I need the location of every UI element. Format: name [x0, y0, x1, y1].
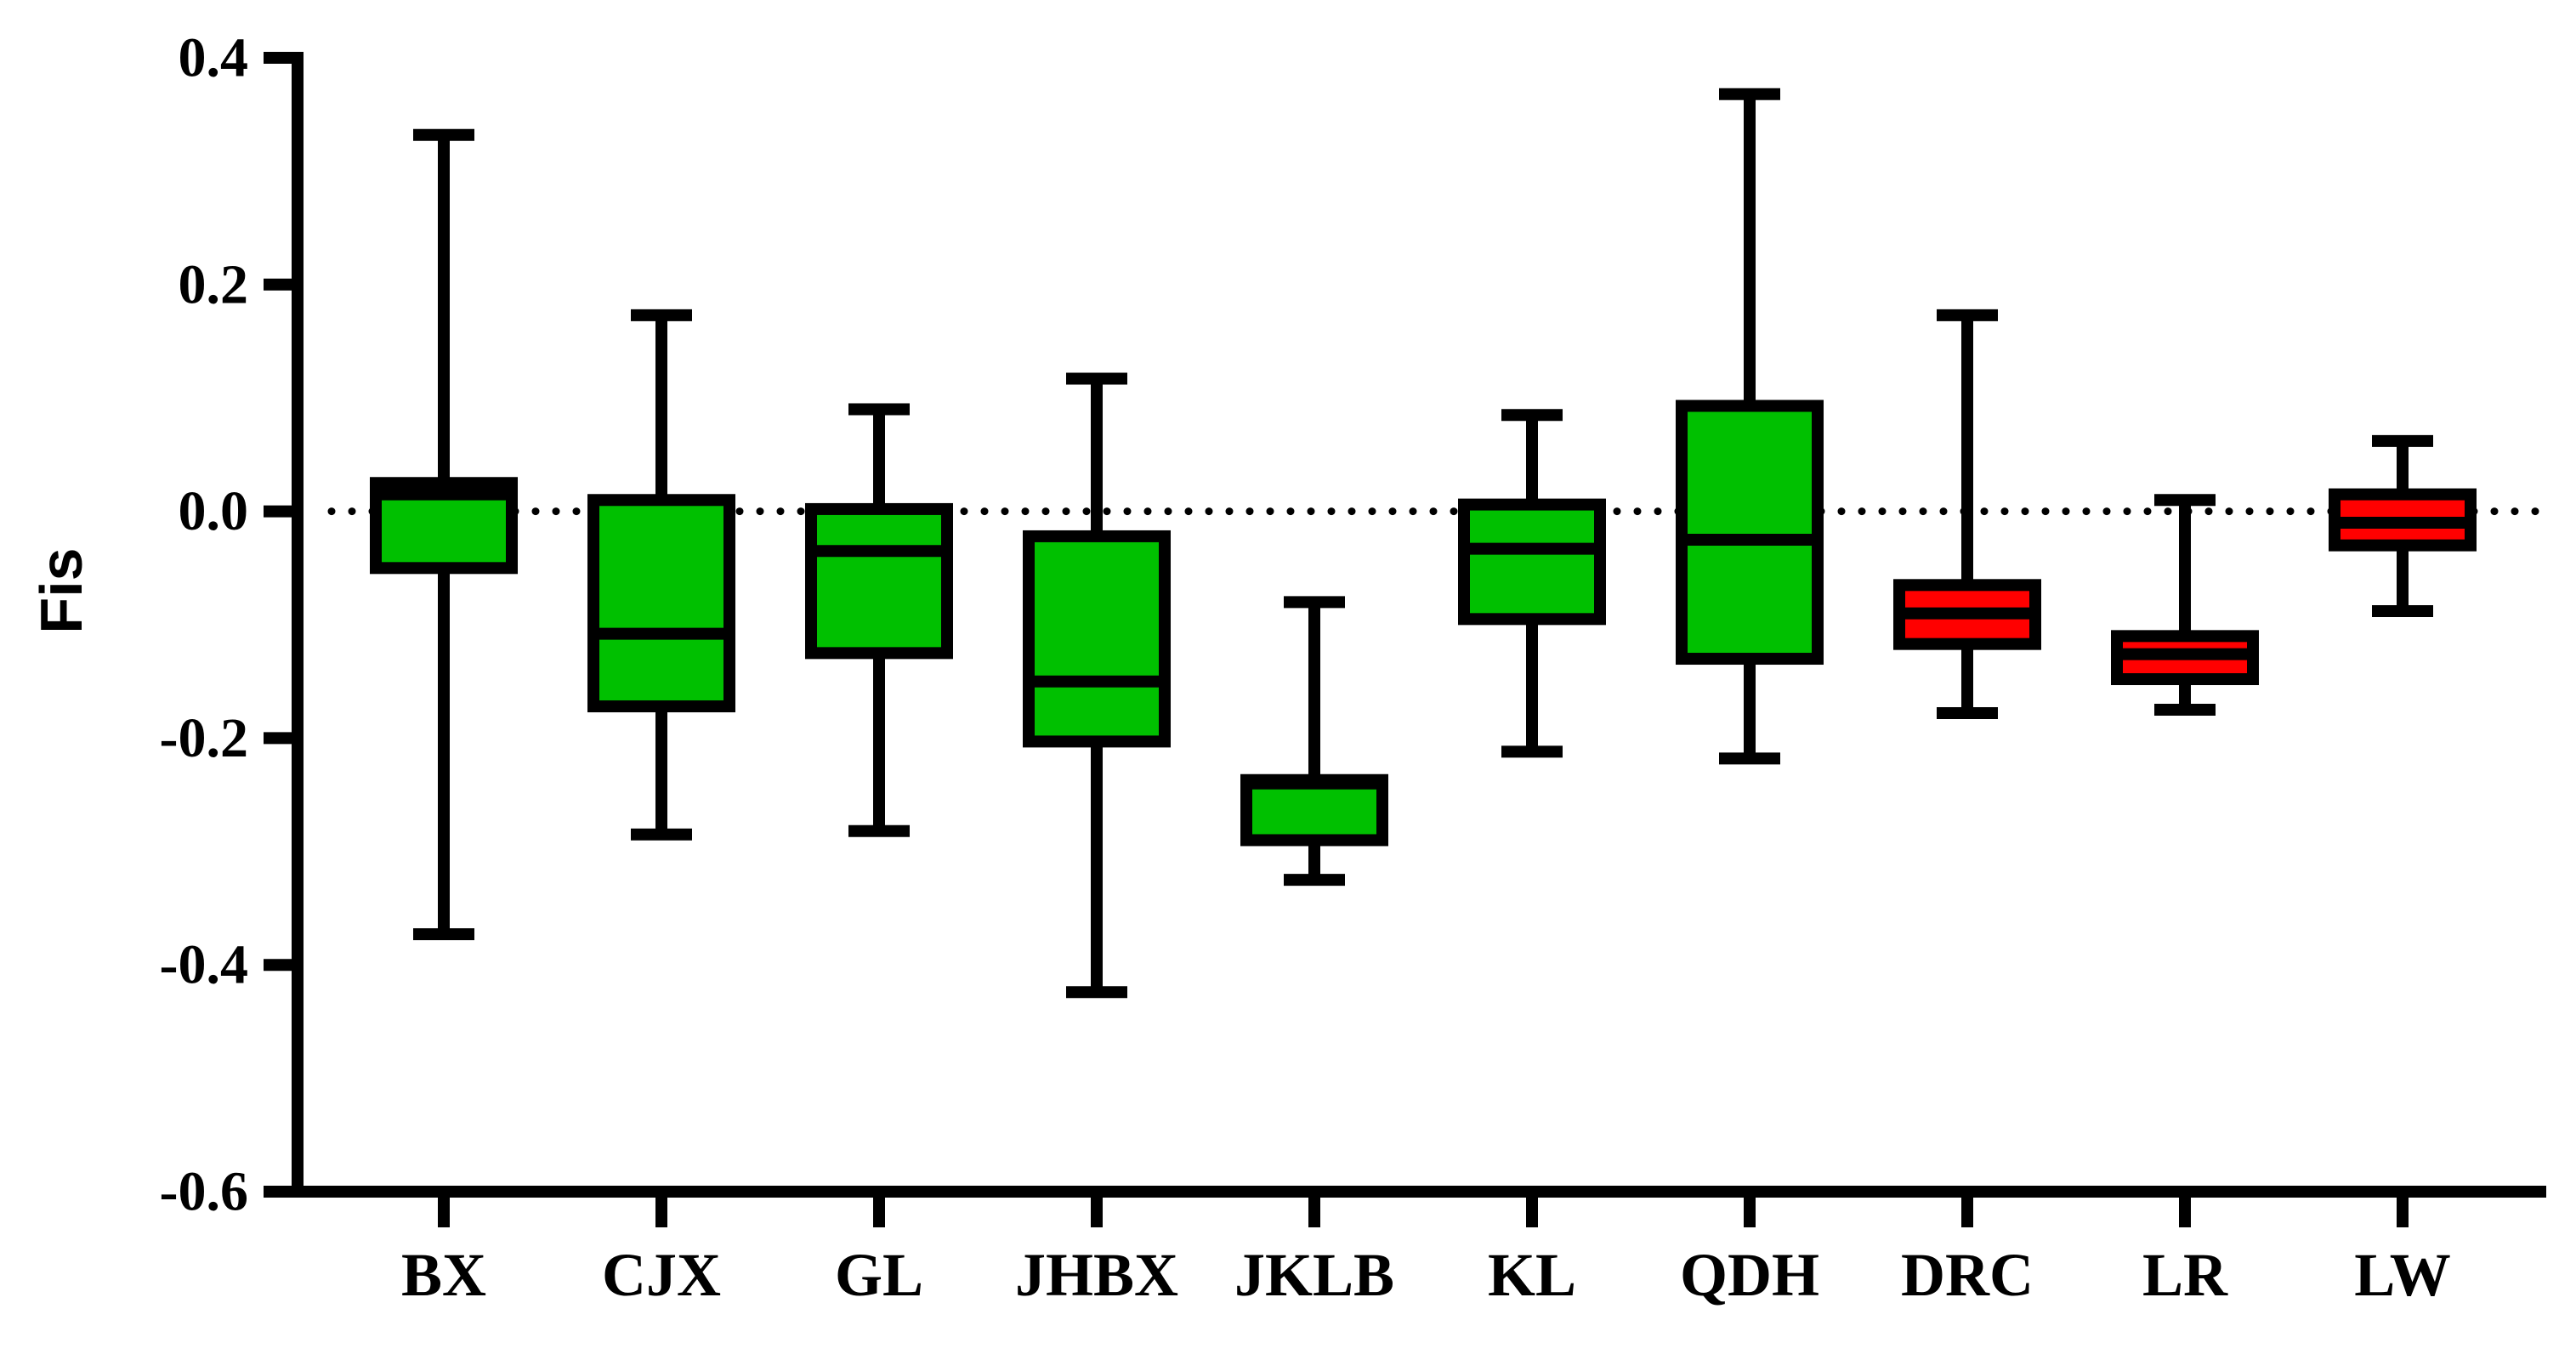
- box-GL: [805, 403, 953, 837]
- y-tick-label: -0.6: [160, 1161, 248, 1223]
- x-tick-label: CJX: [602, 1241, 721, 1309]
- box-JKLB: [1240, 596, 1388, 887]
- box-body: [1676, 399, 1824, 666]
- box-body: [805, 502, 953, 660]
- x-tick-label: JHBX: [1015, 1241, 1178, 1309]
- box-body: [587, 494, 735, 713]
- box-LR: [2111, 494, 2259, 717]
- y-tick-label: 0.0: [179, 480, 249, 542]
- y-tick-label: 0.2: [179, 253, 249, 315]
- x-tick-label: QDH: [1680, 1241, 1819, 1309]
- box-body: [1023, 530, 1171, 748]
- x-tick-label: BX: [401, 1241, 486, 1309]
- boxes-group: [370, 88, 2477, 999]
- box-BX: [370, 128, 518, 941]
- y-tick-label: -0.4: [160, 934, 248, 996]
- box-QDH: [1676, 88, 1824, 765]
- box-body: [1458, 498, 1606, 626]
- y-axis: 0.4 0.2 0.0 -0.2 -0.4 -0.6: [160, 27, 304, 1223]
- y-tick-label: 0.4: [179, 27, 249, 89]
- x-axis: BX CJX GL JHBX JKLB KL QDH DRC LR LW: [292, 1186, 2546, 1309]
- x-tick-label: JKLB: [1234, 1241, 1394, 1309]
- box-CJX: [587, 309, 735, 841]
- x-tick-label: GL: [835, 1241, 923, 1309]
- y-tick-label: -0.2: [160, 707, 248, 769]
- box-JHBX: [1023, 372, 1171, 999]
- x-tick-label: KL: [1488, 1241, 1576, 1309]
- x-tick-label: LW: [2354, 1241, 2450, 1309]
- box-KL: [1458, 409, 1606, 758]
- x-tick-label: LR: [2142, 1241, 2228, 1309]
- box-LW: [2329, 434, 2477, 617]
- y-axis-title: Fis: [28, 547, 94, 633]
- box-DRC: [1893, 309, 2041, 720]
- y-axis-title-group: Fis: [28, 547, 94, 633]
- x-tick-label: DRC: [1901, 1241, 2034, 1309]
